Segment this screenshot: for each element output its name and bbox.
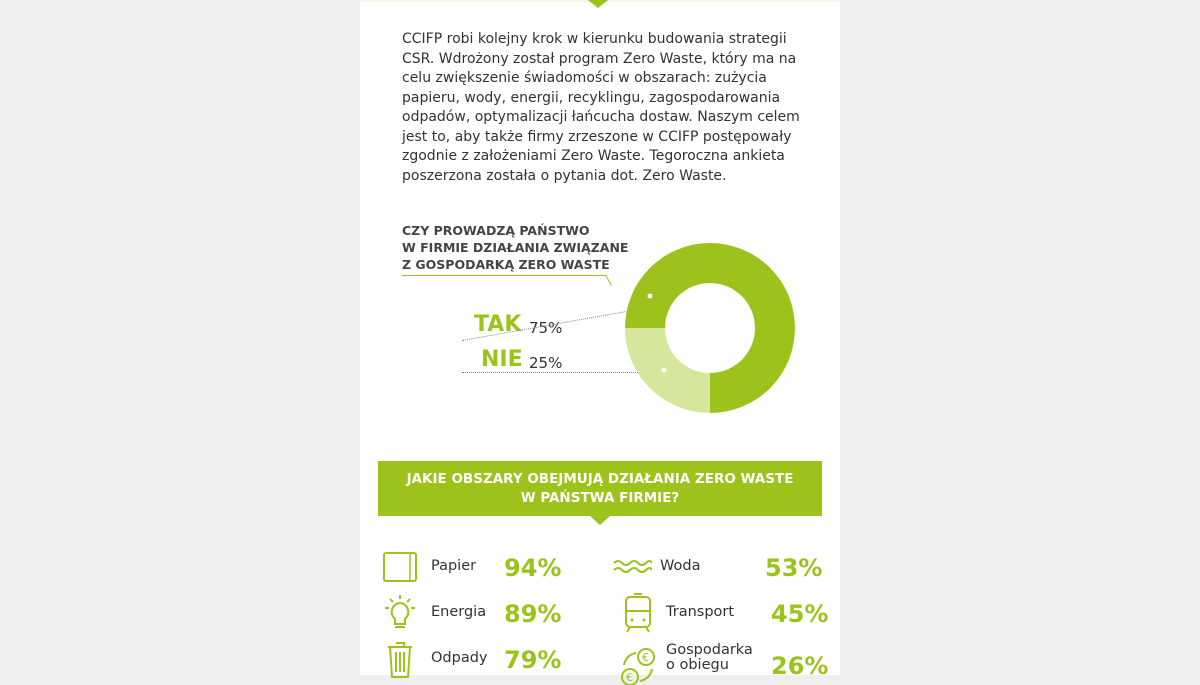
lightbulb-icon	[385, 595, 415, 628]
infographic-page: CCIFP robi kolejny krok w kierunku budow…	[360, 0, 840, 685]
banner-line: JAKIE OBSZARY OBEJMUJĄ DZIAŁANIA ZERO WA…	[406, 471, 794, 487]
area-value: 26%	[771, 652, 829, 680]
question-line: CZY PROWADZĄ PAŃSTWO	[402, 223, 590, 238]
water-icon	[613, 560, 652, 573]
donut-slice-nie	[625, 328, 710, 413]
area-value: 89%	[504, 600, 562, 628]
donut-chart	[625, 243, 795, 413]
question-zero-waste: CZY PROWADZĄ PAŃSTWO W FIRMIE DZIAŁANIA …	[402, 222, 628, 273]
area-name: Transport	[666, 604, 735, 620]
donut-slice-tak	[625, 243, 795, 413]
area-name: Odpady	[431, 650, 488, 666]
circular-economy-icon: €€	[621, 648, 655, 685]
svg-text:€: €	[642, 651, 649, 664]
area-name: Woda	[660, 558, 701, 574]
legend-tak-label: TAK	[474, 312, 522, 337]
banner-line: W PAŃSTWA FIRMIE?	[520, 490, 680, 506]
train-icon	[625, 593, 651, 633]
leader-dot	[661, 367, 667, 373]
areas-banner: JAKIE OBSZARY OBEJMUJĄ DZIAŁANIA ZERO WA…	[378, 461, 822, 516]
area-value: 45%	[771, 600, 829, 628]
area-name: Papier	[431, 558, 477, 574]
section-arrow	[588, 0, 608, 8]
question-underline-tick	[605, 274, 612, 286]
paper-icon	[383, 552, 417, 582]
legend-nie-value: 25%	[529, 354, 563, 372]
leader-line-nie	[462, 372, 666, 373]
legend-nie-label: NIE	[481, 347, 523, 372]
area-value: 53%	[765, 554, 823, 582]
area-name: Energia	[431, 604, 487, 620]
question-line: W FIRMIE DZIAŁANIA ZWIĄZANE	[402, 240, 629, 255]
leader-dot	[647, 293, 653, 299]
banner-arrow	[590, 516, 610, 525]
question-line: Z GOSPODARKĄ ZERO WASTE	[402, 257, 610, 272]
svg-text:€: €	[626, 671, 633, 684]
area-value: 94%	[504, 554, 562, 582]
area-name: Gospodarka o obiegu	[666, 642, 753, 673]
area-value: 79%	[504, 646, 562, 674]
question-underline	[402, 275, 606, 276]
intro-paragraph: CCIFP robi kolejny krok w kierunku budow…	[402, 31, 800, 184]
trash-icon	[388, 642, 412, 678]
legend-tak-value: 75%	[529, 319, 563, 337]
